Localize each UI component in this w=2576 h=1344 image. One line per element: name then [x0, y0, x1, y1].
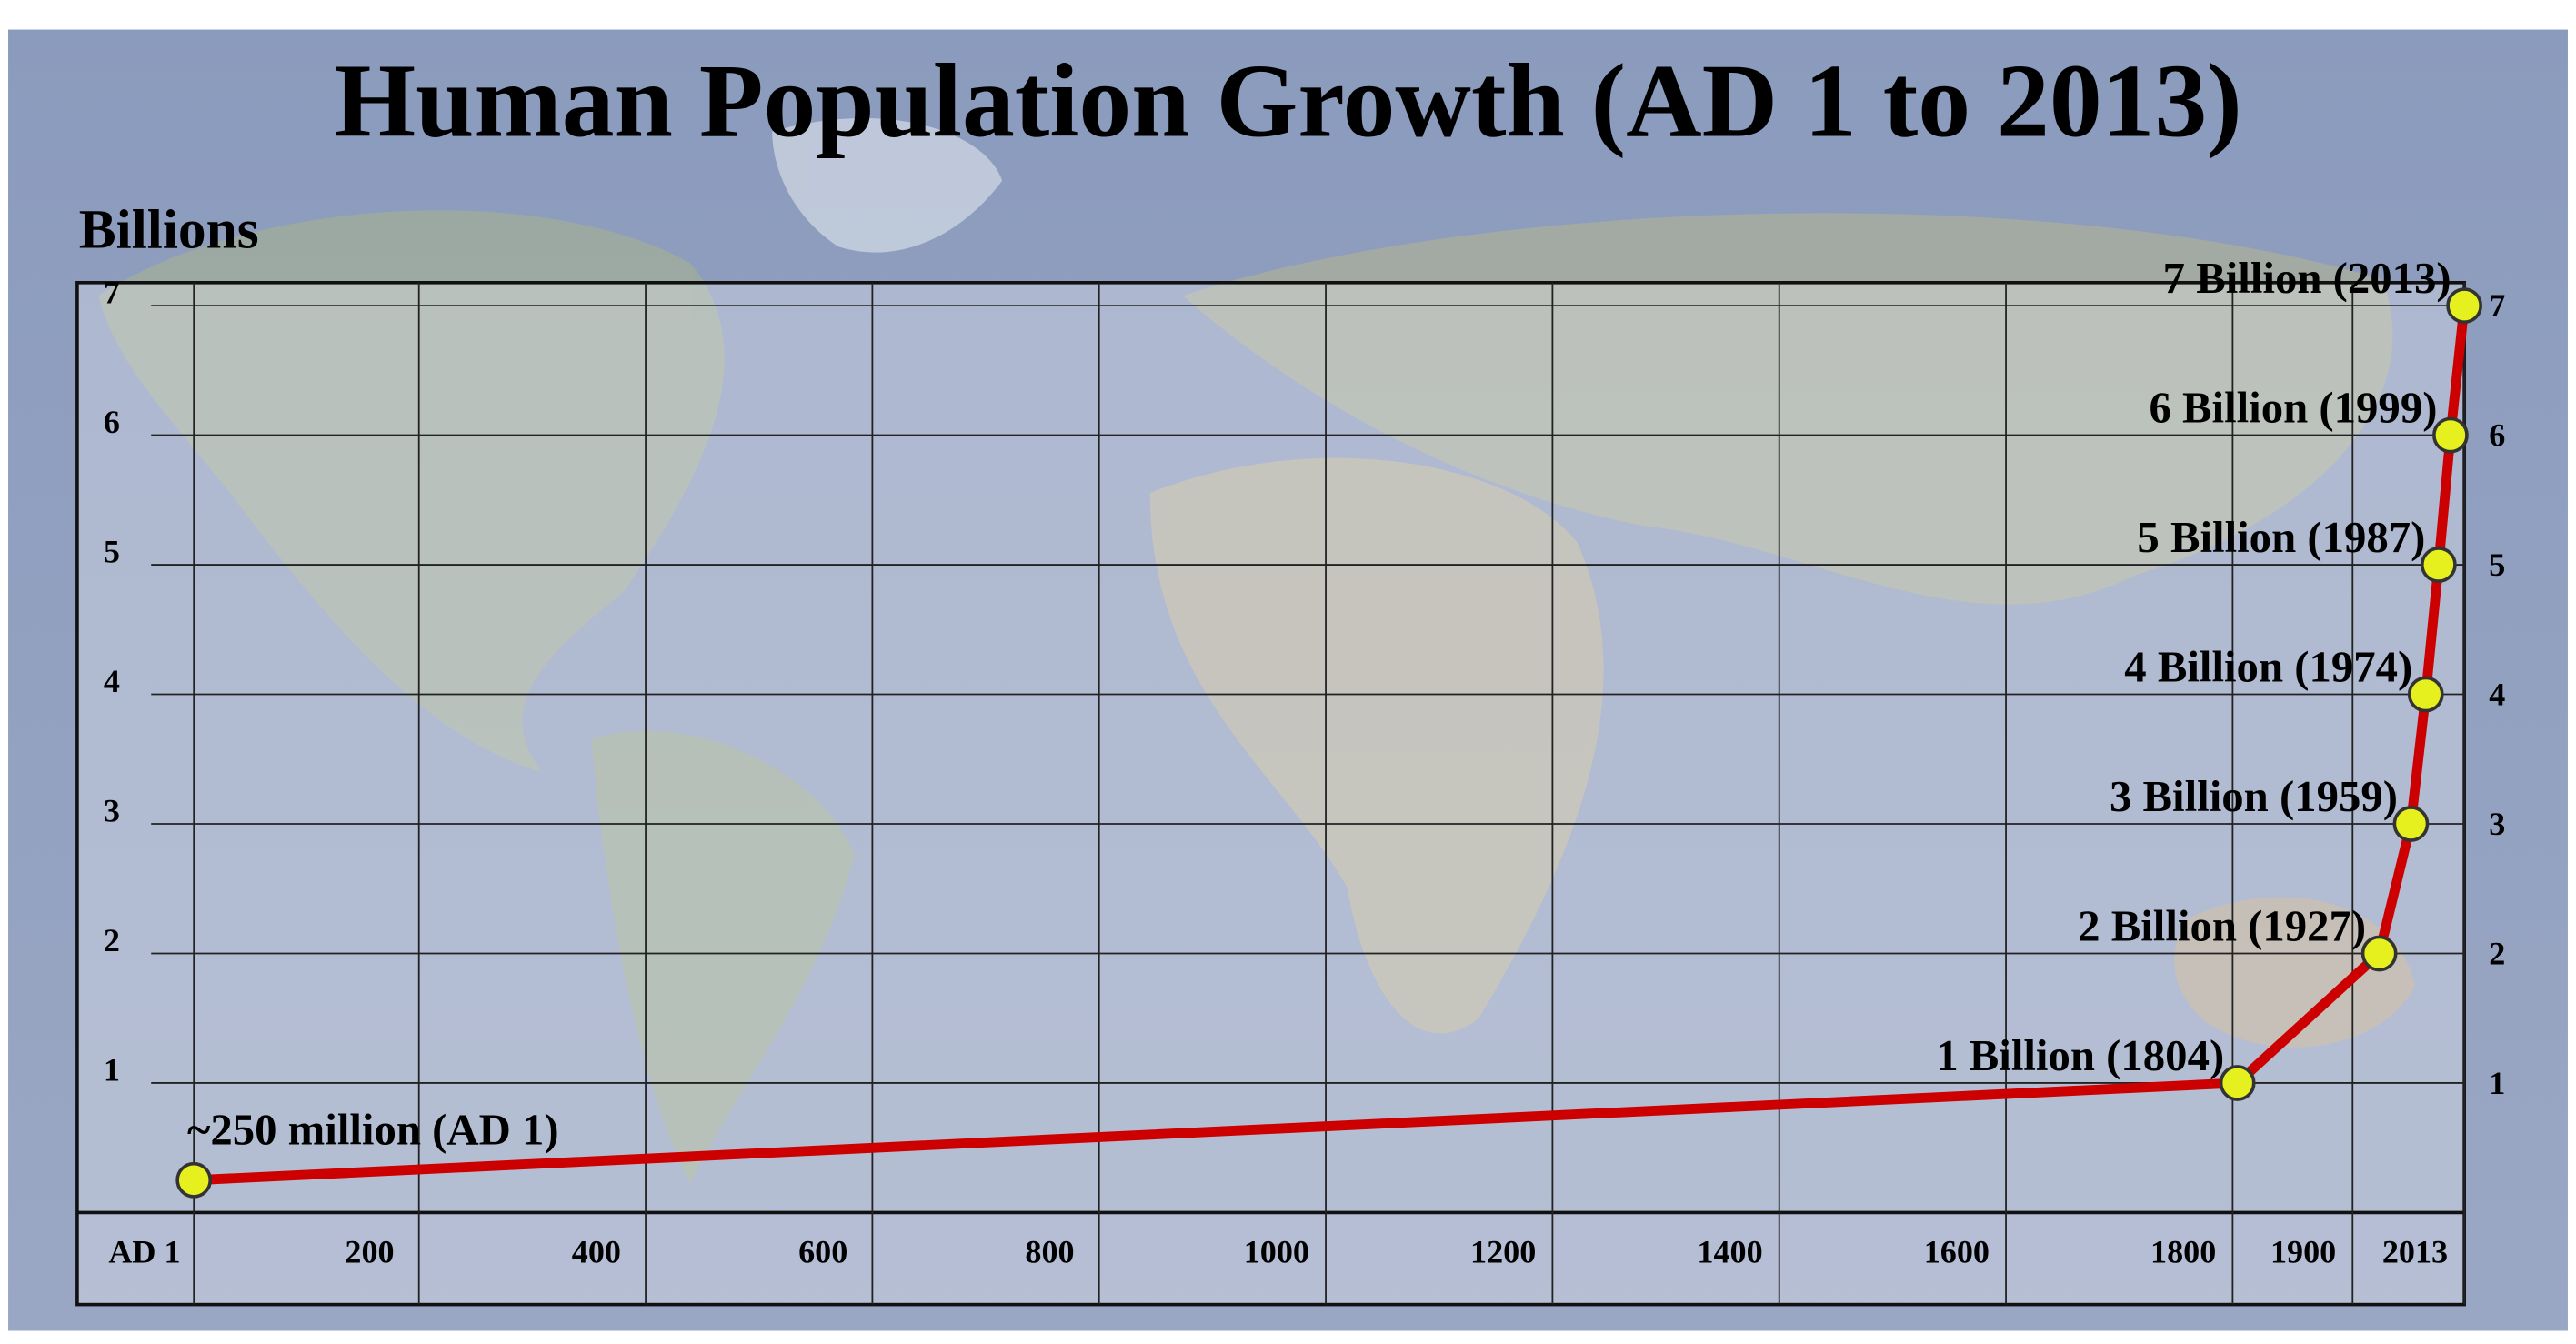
data-label: 7 Billion (2013)	[2163, 254, 2451, 303]
data-label: 1 Billion (1804)	[1936, 1031, 2224, 1080]
data-label: 5 Billion (1987)	[2137, 513, 2425, 562]
data-point	[2432, 416, 2469, 454]
y-tick-label-right: 5	[2489, 547, 2505, 583]
x-tick-label: 2013	[2382, 1234, 2448, 1270]
continents	[98, 118, 2415, 1183]
data-point	[2219, 1065, 2256, 1101]
x-tick-label: 200	[345, 1234, 394, 1270]
y-tick-label-right: 6	[2489, 416, 2505, 453]
y-tick-label: 3	[104, 792, 120, 828]
y-tick-label-right: 2	[2489, 935, 2505, 971]
x-tick-label: 1000	[1244, 1234, 1309, 1270]
y-axis-label: Billions	[79, 198, 259, 260]
y-tick-label: 2	[104, 922, 120, 958]
x-tick-label: 1600	[1924, 1234, 1990, 1270]
x-tick-label: 1800	[2150, 1234, 2216, 1270]
x-tick-label: 1200	[1470, 1234, 1536, 1270]
x-tick-label: 400	[572, 1234, 621, 1270]
y-tick-label: 6	[104, 404, 120, 440]
y-tick-label-right: 1	[2489, 1065, 2505, 1101]
data-point	[2407, 676, 2444, 713]
y-tick-label: 5	[104, 534, 120, 570]
x-tick-label: 1900	[2270, 1234, 2336, 1270]
data-point	[2360, 935, 2398, 972]
population-line	[193, 305, 2470, 1186]
y-tick-label: 4	[104, 663, 120, 699]
data-point	[2420, 547, 2457, 583]
x-tick-label: 800	[1025, 1234, 1074, 1270]
chart-title: Human Population Growth (AD 1 to 2013)	[334, 43, 2242, 159]
data-point	[2446, 287, 2483, 324]
data-label: 2 Billion (1927)	[2078, 901, 2366, 950]
y-tick-label-right: 7	[2489, 287, 2505, 324]
data-label: 4 Billion (1974)	[2124, 642, 2412, 691]
data-label: 3 Billion (1959)	[2110, 772, 2398, 821]
data-point	[175, 1161, 213, 1199]
data-point	[2392, 806, 2430, 842]
data-label: ~250 million (AD 1)	[187, 1105, 559, 1154]
x-tick-label: AD 1	[108, 1234, 180, 1270]
y-tick-label-right: 3	[2489, 806, 2505, 842]
y-tick-label-right: 4	[2489, 676, 2505, 712]
y-tick-label: 1	[104, 1051, 120, 1088]
data-label: 6 Billion (1999)	[2149, 383, 2437, 432]
x-tick-label: 600	[798, 1234, 847, 1270]
x-tick-label: 1400	[1697, 1234, 1762, 1270]
plot-frame	[75, 280, 2466, 1307]
y-tick-label: 7	[104, 275, 120, 311]
